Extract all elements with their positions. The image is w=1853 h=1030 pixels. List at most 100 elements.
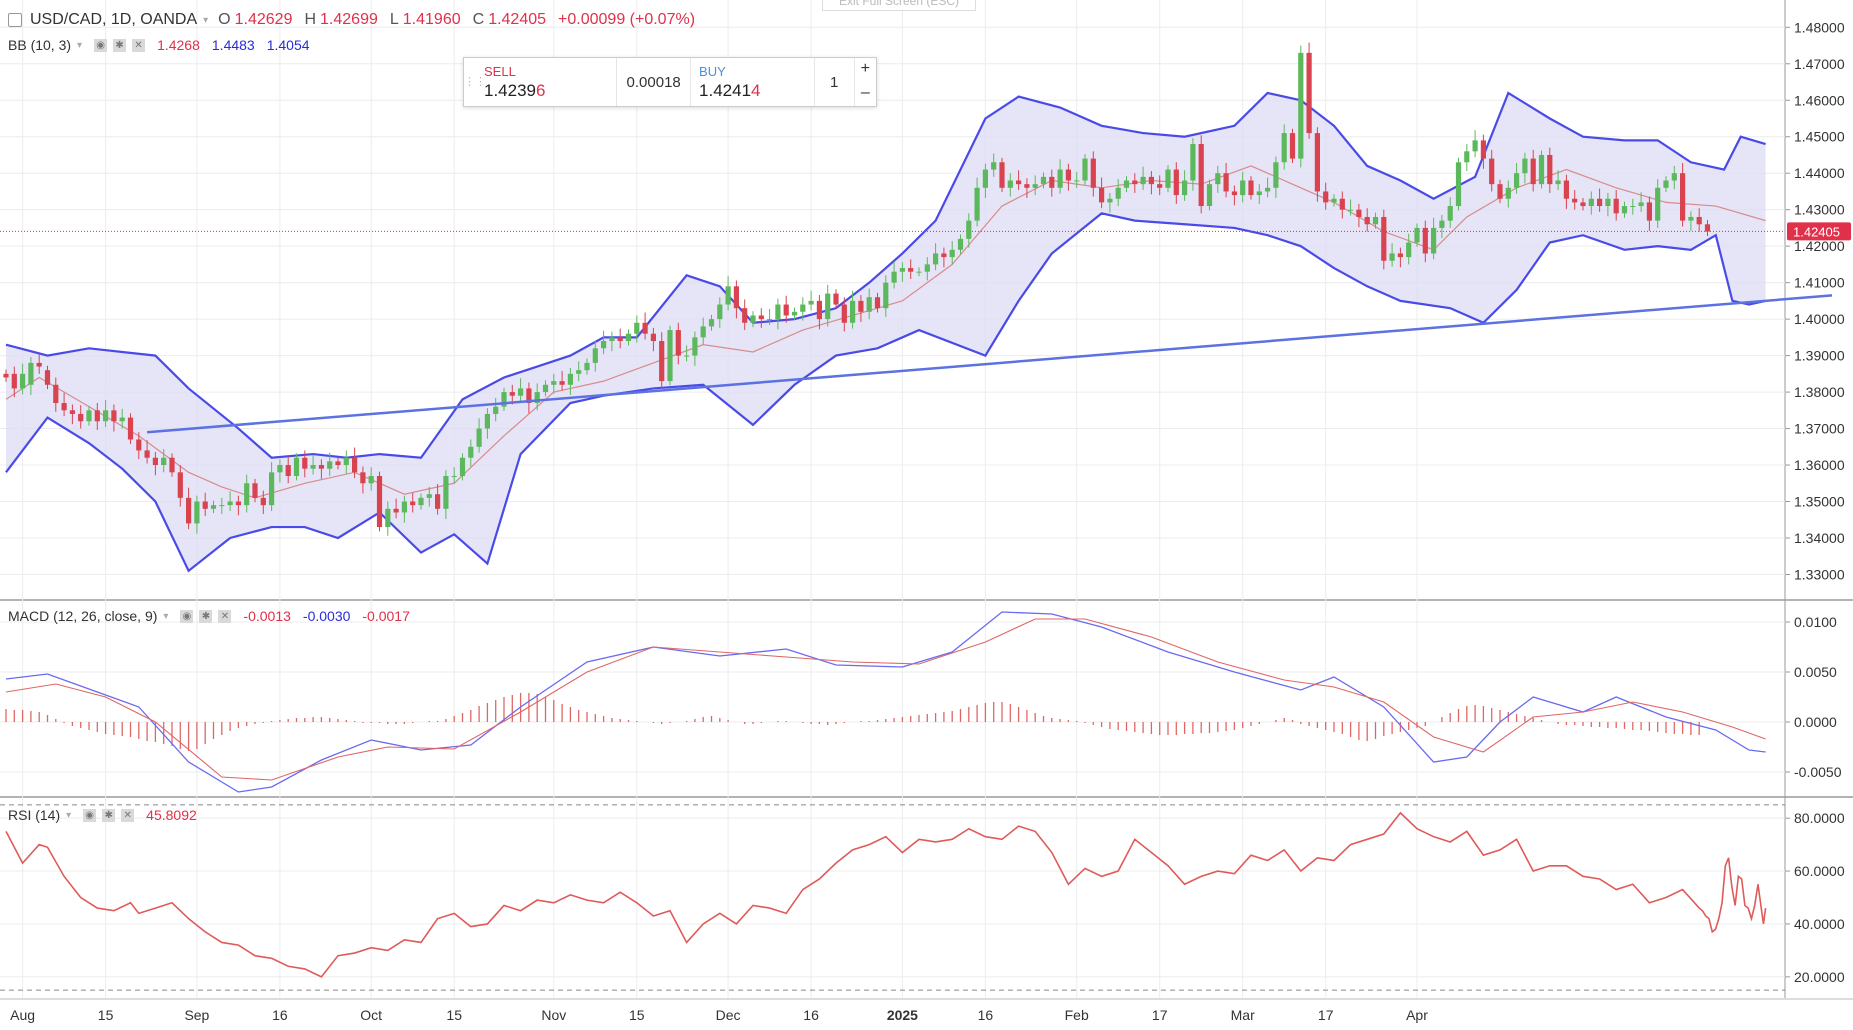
candle[interactable] (1090, 158, 1096, 188)
candle[interactable] (1439, 220, 1445, 228)
candle[interactable] (592, 348, 598, 363)
candle[interactable] (111, 410, 117, 422)
price-pane[interactable] (0, 42, 1833, 573)
candle[interactable] (916, 271, 922, 273)
candle[interactable] (219, 505, 225, 507)
candle[interactable] (318, 465, 324, 469)
candle[interactable] (1024, 184, 1030, 188)
candle[interactable] (742, 308, 748, 323)
candle[interactable] (1132, 180, 1138, 185)
candle[interactable] (966, 220, 972, 239)
candle[interactable] (1406, 242, 1412, 258)
candle[interactable] (136, 439, 142, 451)
candle[interactable] (1489, 158, 1495, 185)
candle[interactable] (360, 472, 366, 484)
candle[interactable] (1580, 202, 1586, 207)
candle[interactable] (808, 300, 814, 305)
candle[interactable] (999, 162, 1005, 188)
candle[interactable] (69, 410, 75, 414)
candle[interactable] (1165, 169, 1171, 188)
candle[interactable] (1074, 180, 1080, 182)
rsi-pane[interactable] (0, 804, 1785, 991)
candle[interactable] (1032, 184, 1038, 188)
candle[interactable] (1331, 198, 1337, 203)
candle[interactable] (78, 413, 84, 422)
candle[interactable] (161, 457, 167, 466)
rsi-line[interactable] (5, 811, 1767, 978)
chevron-down-icon[interactable]: ▾ (66, 809, 72, 821)
candle[interactable] (1613, 198, 1619, 214)
candle[interactable] (1621, 206, 1628, 214)
candle[interactable] (177, 472, 183, 498)
candle[interactable] (708, 319, 715, 327)
candle[interactable] (169, 457, 175, 473)
candle[interactable] (426, 494, 432, 498)
rsi-title[interactable]: RSI (14) (8, 807, 61, 823)
candle[interactable] (684, 355, 690, 357)
candle[interactable] (144, 450, 150, 458)
candle[interactable] (791, 311, 798, 316)
eye-icon[interactable]: ◉ (83, 808, 97, 822)
candle[interactable] (1215, 173, 1221, 185)
candle[interactable] (974, 187, 980, 221)
candle[interactable] (1472, 140, 1478, 152)
candle[interactable] (1231, 191, 1237, 196)
candle[interactable] (949, 249, 955, 258)
candle[interactable] (601, 341, 607, 349)
time-axis[interactable]: Aug 15 Sep 16 Oct 15 Nov 15 Dec 16 2025 16 Feb 17 Mar 1… (10, 1007, 1428, 1023)
candle[interactable] (551, 381, 557, 385)
candle[interactable] (368, 475, 374, 484)
candle[interactable] (675, 330, 681, 356)
candle[interactable] (493, 406, 499, 414)
candle[interactable] (642, 322, 648, 334)
chevron-down-icon[interactable]: ▾ (77, 39, 83, 51)
candle[interactable] (194, 501, 200, 524)
candle[interactable] (244, 483, 250, 506)
candle[interactable] (44, 370, 51, 385)
candle[interactable] (227, 501, 233, 506)
candle[interactable] (11, 373, 17, 389)
candle[interactable] (841, 304, 847, 323)
quantity-input[interactable]: 1 (815, 58, 855, 106)
candle[interactable] (667, 330, 673, 382)
candle[interactable] (991, 162, 997, 170)
gear-icon[interactable]: ✱ (113, 38, 127, 52)
chevron-down-icon[interactable]: ▾ (163, 610, 169, 622)
candle[interactable] (1414, 227, 1420, 243)
candle[interactable] (385, 508, 391, 528)
candle[interactable] (717, 304, 723, 320)
candle[interactable] (567, 373, 573, 385)
candle[interactable] (750, 315, 756, 323)
candle[interactable] (692, 337, 698, 356)
candle[interactable] (1663, 180, 1669, 188)
candle[interactable] (152, 457, 158, 466)
candle[interactable] (1530, 158, 1536, 185)
candle[interactable] (1323, 191, 1329, 203)
close-icon[interactable]: ✕ (218, 609, 232, 623)
candle[interactable] (941, 253, 947, 258)
candle[interactable] (393, 508, 399, 513)
candle[interactable] (285, 465, 291, 476)
candle[interactable] (1572, 198, 1578, 203)
candle[interactable] (376, 475, 383, 528)
candle[interactable] (53, 384, 59, 404)
candle[interactable] (1082, 158, 1088, 181)
candle[interactable] (1522, 158, 1528, 174)
macd-pane[interactable] (5, 611, 1766, 793)
candle[interactable] (933, 253, 939, 265)
candle[interactable] (476, 428, 482, 447)
candle[interactable] (1688, 216, 1694, 221)
candle[interactable] (1356, 209, 1362, 217)
candle[interactable] (625, 333, 632, 342)
candle[interactable] (1190, 144, 1196, 181)
candle[interactable] (86, 410, 92, 422)
eye-icon[interactable]: ◉ (180, 609, 194, 623)
candle[interactable] (800, 304, 806, 312)
candle[interactable] (1389, 253, 1395, 261)
candle[interactable] (700, 326, 706, 338)
candle[interactable] (733, 286, 739, 309)
candle[interactable] (1314, 133, 1320, 192)
candle[interactable] (1016, 180, 1022, 185)
candle[interactable] (1107, 198, 1113, 203)
